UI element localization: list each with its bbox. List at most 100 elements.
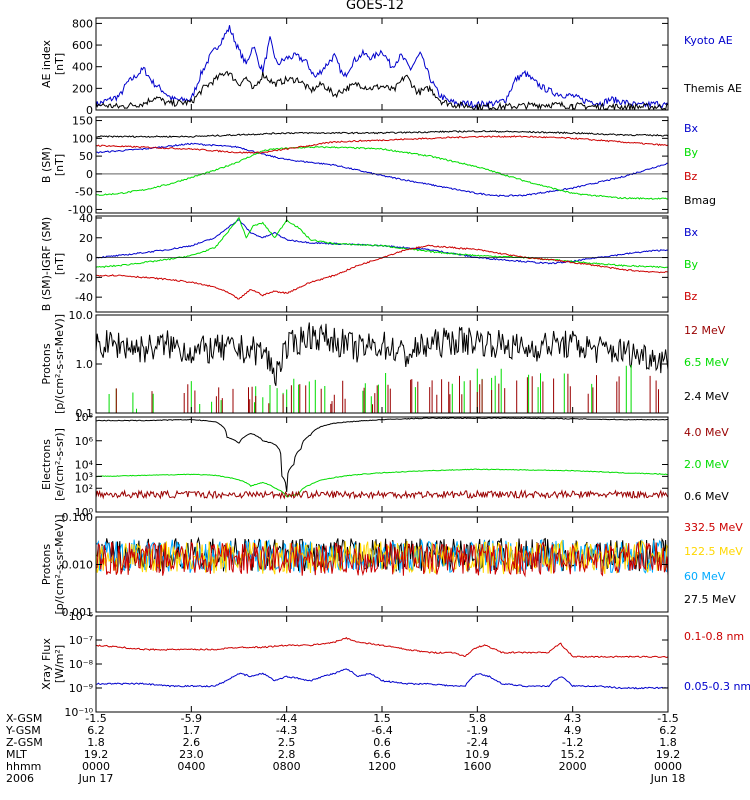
ephemeris-cell: -1.5 (85, 712, 106, 725)
legend-entry: Bx (684, 226, 699, 239)
ephemeris-cell: Jun 17 (78, 772, 114, 785)
y-axis-label: [p/(cm²-s-sr-MeV)] (53, 515, 66, 615)
panel-bdiff: -40 -20 0 20 40 B (SM)-IGRF (SM) [nT] Bx By Bz (40, 212, 699, 313)
ephemeris-row-label: hhmm (6, 760, 41, 773)
legend-entry: 2.0 MeV (684, 458, 729, 471)
legend-entry: Bx (684, 122, 699, 135)
page-title: GOES-12 (345, 0, 404, 13)
legend-entry: 60 MeV (684, 570, 726, 583)
ephemeris-cell: 19.2 (656, 748, 681, 761)
ephemeris-cell: 6.2 (659, 724, 677, 737)
series-bdiff-2 (96, 244, 668, 300)
y-tick-label: 20 (79, 232, 93, 245)
y-tick-label: 10⁸ (75, 411, 94, 424)
series-protons-high-0 (96, 536, 668, 572)
y-axis-label: Protons (40, 343, 53, 384)
y-tick-label: 600 (72, 39, 93, 52)
legend-entry: 12 MeV (684, 324, 726, 337)
ephemeris-cell: 1200 (368, 760, 396, 773)
y-tick-label: 0.010 (62, 559, 94, 572)
legend-entry: Kyoto AE (684, 34, 733, 47)
y-tick-label: 1.0 (76, 358, 94, 371)
y-tick-label: -40 (75, 291, 93, 304)
y-tick-label: 400 (72, 61, 93, 74)
series-protons-low-0 (96, 322, 668, 387)
ephemeris-cell: -4.4 (276, 712, 297, 725)
y-tick-label: 0 (86, 168, 93, 181)
legend-entry: 0.05-0.3 nm (684, 680, 750, 693)
legend-entry: 122.5 MeV (684, 545, 743, 558)
panel-frame (95, 116, 669, 214)
y-tick-label: -20 (75, 271, 93, 284)
y-axis-label: [p/(cm²-s-sr-MeV)] (53, 314, 66, 414)
legend-entry: 6.5 MeV (684, 356, 729, 369)
legend-entry: 2.4 MeV (684, 390, 729, 403)
ephemeris-cell: -1.5 (657, 712, 678, 725)
ephemeris-cell: 10.9 (465, 748, 490, 761)
ephemeris-cell: 2.6 (183, 736, 201, 749)
ephemeris-cell: 0400 (177, 760, 205, 773)
y-tick-label: 10⁴ (75, 459, 94, 472)
y-axis-label: Electrons (40, 439, 53, 490)
series-bsm-0 (96, 142, 668, 197)
ephemeris-row-label: Y-GSM (5, 724, 41, 737)
ephemeris-cell: -2.4 (467, 736, 488, 749)
y-tick-label: 40 (79, 212, 93, 225)
ephemeris-cell: 0800 (273, 760, 301, 773)
panel-frame (95, 17, 669, 111)
legend-entry: Bz (684, 290, 698, 303)
series-electrons-2 (96, 489, 668, 500)
ephemeris-cell: -5.9 (181, 712, 202, 725)
y-tick-label: -100 (68, 203, 93, 216)
y-axis-label: Xray Flux (40, 638, 53, 690)
ephemeris-row-label: X-GSM (6, 712, 42, 725)
ephemeris-cell: 5.8 (469, 712, 487, 725)
series-ae-0 (96, 25, 668, 110)
y-axis-label: B (SM)-IGRF (SM) (40, 217, 53, 311)
panel-protons-low: 0.1 1.0 10.0 Protons [p/(cm²-s-sr-MeV)] 12 Me… (40, 309, 729, 420)
panel-protons-high: 0.001 0.010 0.100 Protons [p/(cm²-s-sr-MeV)]… (40, 511, 743, 619)
y-tick-label: 50 (79, 150, 93, 163)
ephemeris-cell: 6.6 (373, 748, 391, 761)
ephemeris-cell: 2.5 (278, 736, 296, 749)
y-axis-label: [W/m²] (53, 645, 66, 683)
y-tick-label: 200 (72, 82, 93, 95)
ephemeris-cell: 19.2 (84, 748, 109, 761)
ephemeris-cell: 1.7 (183, 724, 201, 737)
y-tick-label: 100 (72, 132, 93, 145)
panel-frame (95, 314, 669, 414)
ephemeris-cell: 0.6 (373, 736, 391, 749)
legend-entry: 332.5 MeV (684, 521, 743, 534)
y-axis-label: AE index (40, 39, 53, 88)
ephemeris-cell: 4.3 (564, 712, 582, 725)
y-axis-label: [nT] (53, 253, 66, 275)
ephemeris-cell: 4.9 (564, 724, 582, 737)
ephemeris-cell: 23.0 (179, 748, 204, 761)
legend-entry: 4.0 MeV (684, 426, 729, 439)
ephemeris-cell: 1.5 (373, 712, 391, 725)
legend-entry: 0.1-0.8 nm (684, 630, 744, 643)
legend-entry: By (684, 258, 699, 271)
ephemeris-cell: -1.2 (562, 736, 583, 749)
panel-xray: 10⁻¹⁰ 10⁻⁹ 10⁻⁸ 10⁻⁷ 10⁻⁶ Xray Flux [W/m²] 0.1-… (40, 610, 750, 719)
ephemeris-cell: 1600 (463, 760, 491, 773)
ephemeris-cell: 6.2 (87, 724, 105, 737)
ephemeris-cell: -1.9 (467, 724, 488, 737)
ephemeris-cell: 0000 (654, 760, 682, 773)
series-protons-high-3 (96, 540, 668, 578)
y-tick-label: 10⁻⁷ (69, 634, 93, 647)
legend-entry: Bz (684, 170, 698, 183)
legend-entry: Themis AE (683, 82, 742, 95)
y-tick-label: 10³ (75, 470, 93, 483)
series-protons-low-2 (96, 373, 668, 413)
y-tick-label: 10⁻⁶ (69, 610, 94, 623)
y-tick-label: 10⁻⁹ (69, 682, 93, 695)
y-axis-label: Protons (40, 544, 53, 585)
series-electrons-1 (96, 468, 668, 498)
ephemeris-row-label: 2006 (6, 772, 34, 785)
series-electrons-0 (96, 417, 668, 493)
series-bsm-1 (96, 146, 668, 200)
y-axis-label: [nT] (53, 53, 66, 75)
